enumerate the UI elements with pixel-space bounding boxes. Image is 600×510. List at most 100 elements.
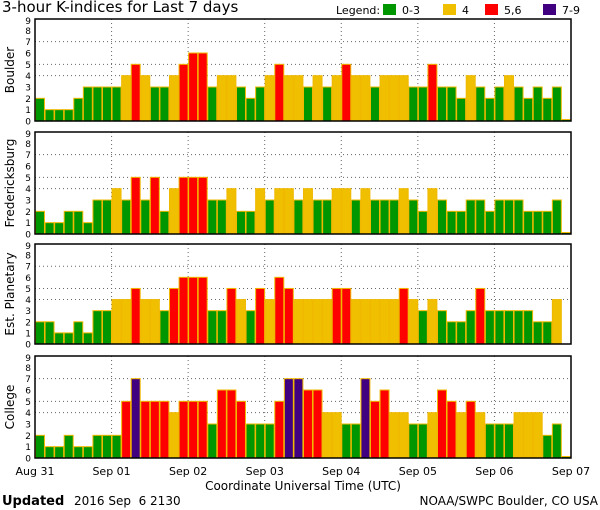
k-index-bar — [475, 287, 486, 345]
k-index-bar — [417, 210, 428, 235]
x-tick-label: Sep 01 — [92, 465, 130, 478]
k-index-bar — [82, 332, 93, 345]
y-tick-label: 9 — [25, 17, 31, 27]
k-index-bar — [255, 287, 266, 345]
k-index-bar — [54, 332, 65, 345]
k-index-bar — [303, 86, 313, 122]
k-index-bar — [475, 412, 486, 459]
y-tick-label: 6 — [25, 387, 31, 397]
k-index-bar — [216, 389, 227, 459]
k-index-bar — [551, 86, 562, 122]
k-index-bar — [197, 400, 208, 459]
k-index-bar — [35, 97, 45, 122]
k-index-bar — [370, 199, 380, 235]
k-index-bar — [408, 199, 419, 235]
k-index-bar — [255, 423, 266, 459]
k-index-bar — [542, 321, 553, 345]
k-index-bar — [130, 63, 141, 122]
k-index-bar — [111, 299, 122, 345]
y-tick-label: 6 — [25, 274, 31, 284]
y-tick-label: 1 — [25, 106, 31, 116]
k-index-bar — [149, 299, 160, 345]
k-index-bar — [322, 86, 333, 122]
y-tick-label: 5 — [25, 61, 31, 71]
k-index-bar — [312, 199, 323, 235]
k-index-bar — [264, 75, 275, 122]
x-axis-label: Coordinate Universal Time (UTC) — [205, 479, 401, 493]
k-index-bar — [283, 378, 294, 459]
legend-swatch — [543, 4, 556, 15]
k-index-bar — [331, 412, 342, 459]
k-index-bar — [102, 199, 112, 235]
legend-swatch — [383, 4, 396, 15]
legend-entry-label: 0-3 — [402, 4, 420, 17]
k-index-bar — [102, 86, 112, 122]
k-index-bar — [197, 52, 208, 122]
y-tick-label: 2 — [25, 318, 31, 328]
k-index-bar — [417, 86, 428, 122]
y-tick-label: 9 — [25, 354, 31, 364]
k-index-bar — [322, 199, 333, 235]
k-index-bar — [63, 109, 74, 122]
k-index-bar — [121, 400, 132, 459]
k-index-bar — [446, 86, 457, 122]
k-index-bar — [236, 86, 246, 122]
k-index-bar — [140, 299, 151, 345]
k-index-bar — [523, 310, 534, 345]
y-tick-label: 4 — [25, 409, 31, 419]
y-tick-label: 4 — [25, 72, 31, 82]
k-index-bar — [159, 310, 170, 345]
k-index-bar — [63, 332, 74, 345]
y-tick-label: 3 — [25, 84, 31, 94]
chart-title: 3-hour K-indices for Last 7 days — [2, 0, 238, 16]
y-tick-label: 3 — [25, 421, 31, 431]
k-index-bar — [207, 423, 218, 459]
k-index-bar — [140, 199, 151, 235]
k-index-bar — [149, 86, 160, 122]
k-index-bar — [111, 188, 122, 235]
x-tick-label: Sep 02 — [169, 465, 207, 478]
y-tick-label: 7 — [25, 263, 31, 273]
k-index-bar — [226, 188, 237, 235]
k-index-bar — [427, 188, 438, 235]
k-index-bar — [350, 75, 361, 122]
k-index-bar — [331, 75, 342, 122]
y-tick-label: 2 — [25, 95, 31, 105]
k-index-bar — [283, 75, 294, 122]
k-index-bar — [264, 199, 275, 235]
x-tick-label: Sep 07 — [552, 465, 590, 478]
k-index-bar — [82, 446, 93, 459]
k-index-bar — [494, 199, 505, 235]
k-index-bar — [322, 299, 333, 345]
k-index-bar — [475, 86, 486, 122]
k-index-bar — [350, 299, 361, 345]
k-index-bar — [207, 86, 218, 122]
k-index-bar — [465, 310, 476, 345]
k-index-bar — [322, 412, 333, 459]
panel-frame — [34, 355, 572, 459]
k-index-bar — [197, 176, 208, 235]
k-index-bar — [427, 412, 438, 459]
k-index-bar — [389, 199, 400, 235]
k-index-bar — [121, 299, 132, 345]
k-index-bar — [274, 188, 285, 235]
k-index-bar — [465, 75, 476, 122]
k-index-bar — [446, 210, 457, 235]
legend-label: Legend: — [336, 4, 380, 17]
panel-label: College — [3, 385, 17, 430]
y-tick-label: 8 — [25, 140, 31, 150]
k-index-bar — [35, 434, 45, 459]
updated-value: 2016 Sep 6 2130 — [74, 494, 181, 508]
k-index-bar — [446, 321, 457, 345]
k-index-bar — [149, 176, 160, 235]
y-tick-label: 0 — [25, 455, 31, 465]
k-index-bar — [312, 389, 323, 459]
k-index-bar — [370, 299, 380, 345]
k-index-bar — [408, 299, 419, 345]
k-index-bar — [303, 389, 313, 459]
k-index-bar — [513, 86, 524, 122]
k-index-bar — [370, 86, 380, 122]
panel-label: Boulder — [3, 47, 17, 94]
k-index-bar — [293, 299, 304, 345]
